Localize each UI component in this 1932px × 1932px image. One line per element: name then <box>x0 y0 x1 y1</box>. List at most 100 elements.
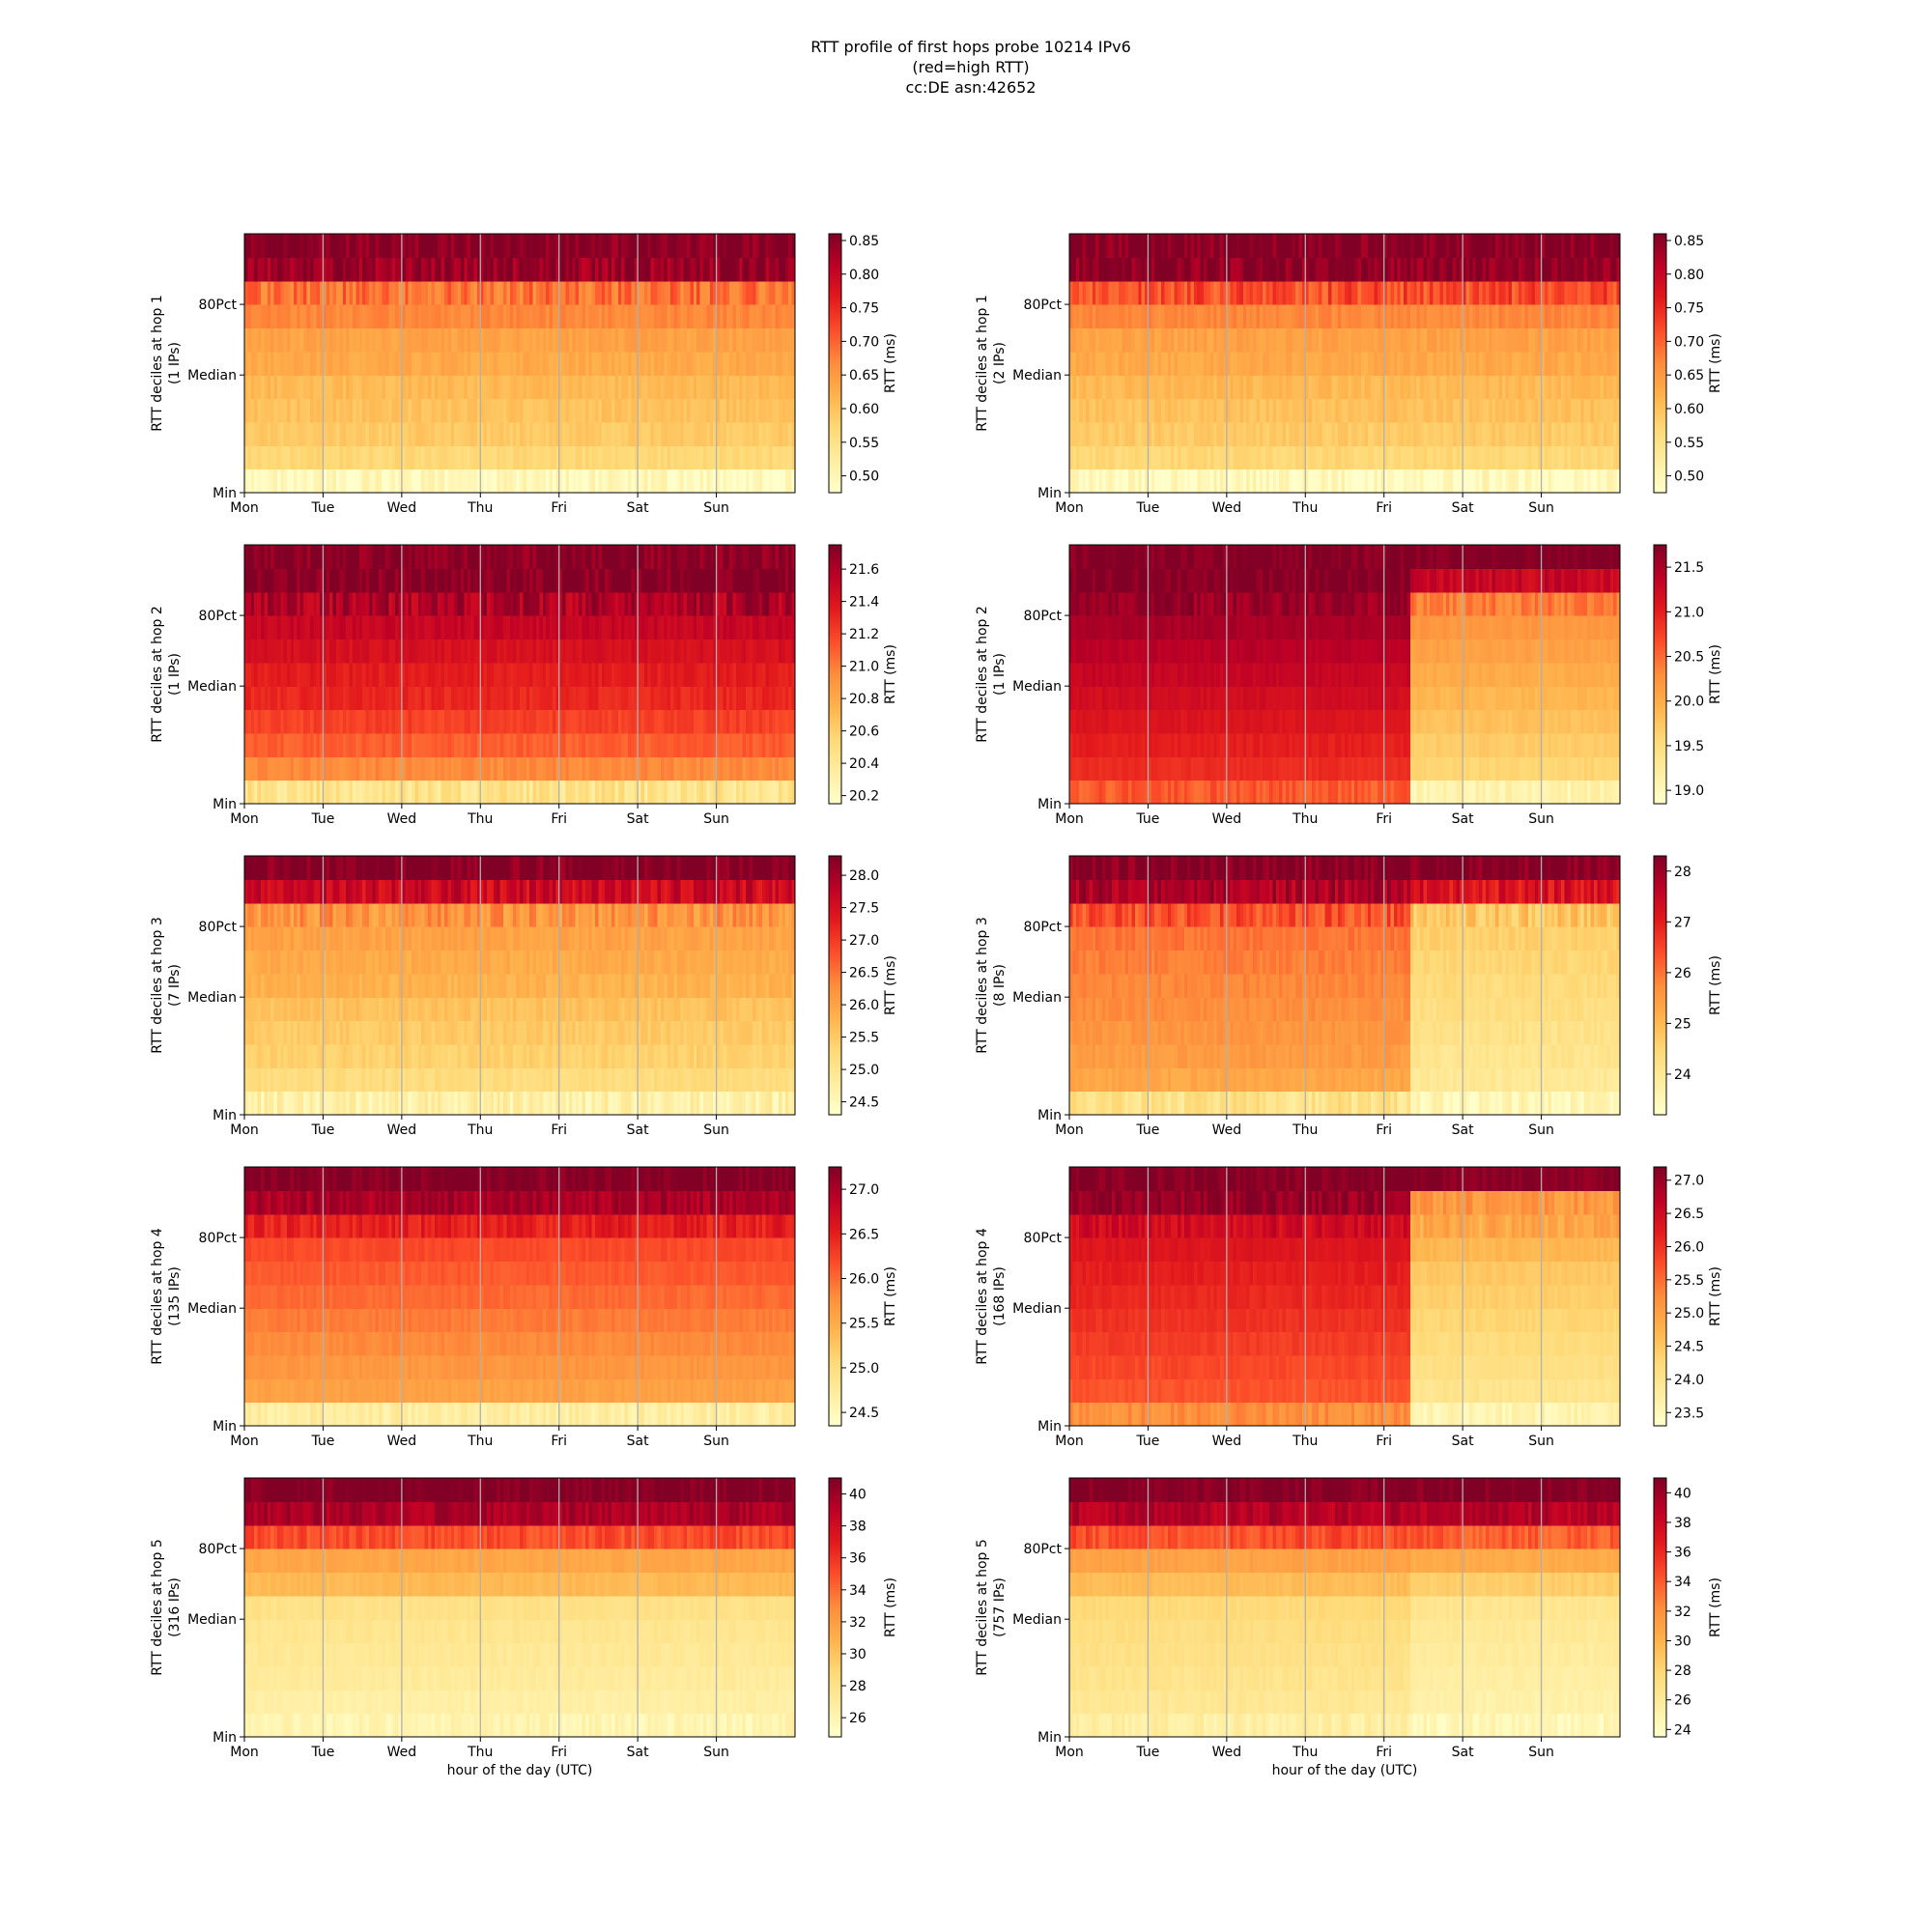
heatmap-cell <box>654 304 659 329</box>
heatmap-cell <box>408 327 412 353</box>
heatmap-cell <box>490 351 495 376</box>
heatmap-cell <box>1554 421 1559 446</box>
heatmap-cell <box>1492 280 1496 305</box>
heatmap-cell <box>1312 304 1317 329</box>
heatmap-cell <box>1092 234 1096 258</box>
heatmap-cell <box>762 327 767 353</box>
heatmap-cell <box>382 709 386 734</box>
heatmap-cell <box>368 421 373 446</box>
heatmap-cell <box>1226 469 1231 494</box>
heatmap-cell <box>1468 398 1473 423</box>
heatmap-cell <box>716 304 721 329</box>
heatmap-cell <box>1433 304 1437 329</box>
heatmap-cell <box>1521 421 1526 446</box>
heatmap-cell <box>716 351 721 376</box>
heatmap-cell <box>1468 351 1473 376</box>
heatmap-cell <box>779 351 783 376</box>
heatmap-cell <box>473 469 478 494</box>
heatmap-cell <box>1301 351 1306 376</box>
heatmap-cell <box>421 234 426 258</box>
heatmap-cell <box>755 445 760 470</box>
heatmap-cell <box>476 375 481 400</box>
heatmap-cell <box>1521 280 1526 305</box>
heatmap-cell <box>614 327 619 353</box>
heatmap-cell <box>742 351 747 376</box>
heatmap-cell <box>1141 398 1146 423</box>
heatmap-cell <box>1567 304 1572 329</box>
heatmap-cell <box>595 304 600 329</box>
heatmap-cell <box>1331 234 1336 258</box>
heatmap-cell <box>535 280 540 305</box>
heatmap-cell <box>401 445 406 470</box>
heatmap-cell <box>549 756 554 781</box>
heatmap-cell <box>276 351 281 376</box>
heatmap-cell <box>1315 351 1320 376</box>
heatmap-cell <box>384 234 389 258</box>
heatmap-cell <box>1557 445 1562 470</box>
heatmap-cell <box>1380 280 1385 305</box>
heatmap-cell <box>355 639 360 664</box>
heatmap-cell <box>473 591 478 616</box>
heatmap-cell <box>1463 257 1467 282</box>
heatmap-cell <box>605 421 610 446</box>
heatmap-cell <box>414 615 419 640</box>
heatmap-cell <box>323 327 327 353</box>
heatmap-cell <box>1134 469 1139 494</box>
heatmap-cell <box>746 327 751 353</box>
heatmap-cell <box>460 351 465 376</box>
heatmap-cell <box>1072 421 1077 446</box>
heatmap-cell <box>555 780 560 805</box>
heatmap-cell <box>440 709 445 734</box>
heatmap-cell <box>424 280 429 305</box>
heatmap-cell <box>493 421 497 446</box>
heatmap-cell <box>1371 445 1376 470</box>
heatmap-cell <box>542 756 547 781</box>
heatmap-cell <box>1367 398 1372 423</box>
heatmap-cell <box>395 351 400 376</box>
heatmap-cell <box>1236 327 1241 353</box>
heatmap-cell <box>460 756 465 781</box>
heatmap-cell <box>555 421 560 446</box>
heatmap-cell <box>1393 351 1398 376</box>
heatmap-cell <box>1479 421 1484 446</box>
heatmap-cell <box>1124 421 1129 446</box>
heatmap-cell <box>558 398 563 423</box>
heatmap-cell <box>1406 257 1411 282</box>
heatmap-cell <box>244 615 248 640</box>
heatmap-cell <box>506 615 511 640</box>
heatmap-cell <box>758 351 763 376</box>
heatmap-cell <box>1204 445 1208 470</box>
heatmap-cell <box>535 686 540 711</box>
heatmap-cell <box>434 421 439 446</box>
heatmap-cell <box>382 615 386 640</box>
heatmap-cell <box>283 709 288 734</box>
heatmap-cell <box>535 398 540 423</box>
heatmap-cell <box>627 421 632 446</box>
heatmap-cell <box>428 234 432 258</box>
heatmap-cell <box>1101 234 1106 258</box>
heatmap-cell <box>1426 280 1431 305</box>
heatmap-cell <box>1115 398 1120 423</box>
heatmap-cell <box>480 709 485 734</box>
heatmap-cell <box>565 591 570 616</box>
heatmap-cell <box>638 445 642 470</box>
heatmap-cell <box>1544 351 1548 376</box>
heatmap-cell <box>546 327 551 353</box>
heatmap-cell <box>1279 398 1284 423</box>
heatmap-cell <box>617 351 622 376</box>
heatmap-cell <box>523 304 527 329</box>
heatmap-cell <box>575 280 580 305</box>
heatmap-cell <box>388 756 393 781</box>
heatmap-cell <box>1452 327 1457 353</box>
heatmap-cell <box>1105 280 1110 305</box>
heatmap-cell <box>1268 445 1273 470</box>
heatmap-cell <box>1193 327 1198 353</box>
heatmap-cell <box>516 421 521 446</box>
heatmap-cell <box>355 280 360 305</box>
heatmap-cell <box>438 686 442 711</box>
heatmap-cell <box>250 686 255 711</box>
heatmap-cell <box>276 445 281 470</box>
heatmap-cell <box>358 234 363 258</box>
heatmap-cell <box>1548 351 1552 376</box>
heatmap-cell <box>264 709 269 734</box>
